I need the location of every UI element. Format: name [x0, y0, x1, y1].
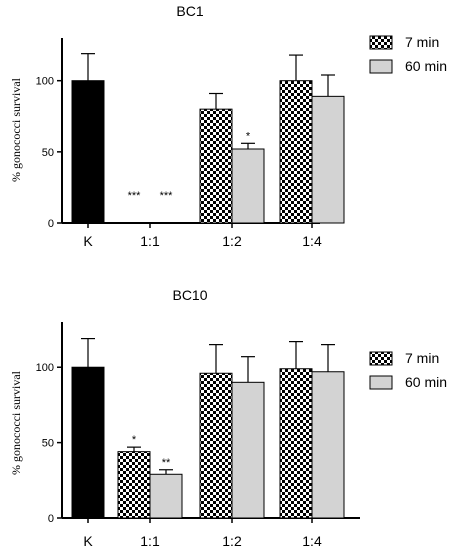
- bar: [149, 473, 183, 519]
- y-axis-label: % gonococci survival: [9, 370, 23, 475]
- bar: [199, 108, 233, 224]
- significance-label: *: [246, 130, 251, 142]
- x-tick-label: K: [83, 533, 93, 549]
- significance-label: ***: [128, 190, 142, 202]
- x-tick-label: 1:4: [302, 233, 322, 249]
- y-tick-label: 100: [36, 76, 54, 88]
- chart-panel-bc10: BC10 % gonococci survival 0 50 100 K 1:1 1:2 1…: [9, 287, 447, 549]
- legend-label: 7 min: [405, 350, 439, 366]
- chart-title: BC10: [172, 287, 207, 303]
- bar: [279, 368, 313, 519]
- legend-label: 60 min: [405, 58, 447, 74]
- significance-label: ***: [160, 190, 174, 202]
- significance-label: **: [162, 457, 171, 469]
- y-tick-label: 50: [42, 438, 54, 450]
- legend-label: 7 min: [405, 34, 439, 50]
- x-tick-label: 1:1: [140, 233, 160, 249]
- legend-label: 60 min: [405, 374, 447, 390]
- bar: [231, 381, 265, 519]
- bar: [117, 451, 151, 519]
- bar: [311, 95, 345, 224]
- y-tick-label: 0: [48, 513, 54, 525]
- x-tick-label: 1:2: [222, 233, 242, 249]
- legend-swatch: [369, 35, 393, 50]
- legend-swatch: [369, 375, 393, 390]
- bar: [311, 371, 345, 519]
- y-tick-label: 100: [36, 362, 54, 374]
- bar-control: [71, 366, 105, 519]
- x-tick-label: 1:1: [140, 533, 160, 549]
- chart-title: BC1: [176, 3, 203, 19]
- bar: [279, 80, 313, 224]
- chart-panel-bc1: BC1 % gonococci survival 0 50 100 K 1:1 1:2 1:…: [9, 3, 447, 249]
- x-tick-label: 1:2: [222, 533, 242, 549]
- y-axis-label: % gonococci survival: [9, 77, 23, 182]
- x-tick-label: K: [83, 233, 93, 249]
- x-tick-label: 1:4: [302, 533, 322, 549]
- legend-swatch: [369, 59, 393, 74]
- bar-control: [71, 80, 105, 224]
- y-tick-label: 50: [42, 147, 54, 159]
- legend-swatch: [369, 351, 393, 366]
- bar: [199, 372, 233, 519]
- significance-label: *: [132, 434, 137, 446]
- bar: [231, 148, 265, 224]
- y-tick-label: 0: [48, 218, 54, 230]
